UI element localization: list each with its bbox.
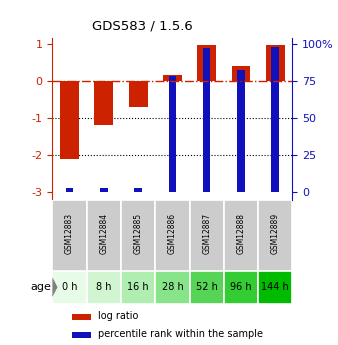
Bar bbox=[197, 46, 216, 81]
Bar bbox=[129, 81, 147, 107]
Bar bbox=[163, 75, 182, 81]
Bar bbox=[203, 48, 211, 193]
Bar bbox=[237, 70, 245, 193]
Bar bbox=[52, 200, 87, 271]
Bar bbox=[87, 271, 121, 304]
Bar bbox=[224, 200, 258, 271]
Text: GSM12889: GSM12889 bbox=[271, 213, 280, 254]
Text: GSM12885: GSM12885 bbox=[134, 213, 143, 254]
Bar bbox=[190, 271, 224, 304]
Text: age: age bbox=[31, 282, 52, 292]
Text: GSM12884: GSM12884 bbox=[99, 213, 108, 254]
Text: log ratio: log ratio bbox=[98, 311, 138, 321]
Text: GSM12888: GSM12888 bbox=[237, 213, 245, 254]
Bar bbox=[271, 47, 279, 193]
Bar bbox=[72, 332, 91, 338]
Bar bbox=[60, 81, 79, 159]
Text: 8 h: 8 h bbox=[96, 282, 112, 292]
Bar bbox=[155, 200, 190, 271]
Bar bbox=[224, 271, 258, 304]
Text: GSM12887: GSM12887 bbox=[202, 213, 211, 254]
Text: 16 h: 16 h bbox=[127, 282, 149, 292]
Text: GDS583 / 1.5.6: GDS583 / 1.5.6 bbox=[92, 19, 192, 32]
Bar bbox=[232, 66, 250, 81]
Bar bbox=[134, 188, 142, 193]
Polygon shape bbox=[52, 277, 57, 297]
Text: 96 h: 96 h bbox=[230, 282, 252, 292]
Bar bbox=[121, 271, 155, 304]
Bar bbox=[87, 200, 121, 271]
Bar bbox=[258, 200, 292, 271]
Text: 28 h: 28 h bbox=[162, 282, 183, 292]
Bar bbox=[100, 188, 107, 193]
Bar bbox=[155, 271, 190, 304]
Bar bbox=[169, 76, 176, 193]
Bar bbox=[258, 271, 292, 304]
Bar bbox=[52, 271, 87, 304]
Bar bbox=[66, 188, 73, 193]
Text: 0 h: 0 h bbox=[62, 282, 77, 292]
Bar bbox=[94, 81, 113, 126]
Text: GSM12883: GSM12883 bbox=[65, 213, 74, 254]
Text: 52 h: 52 h bbox=[196, 282, 218, 292]
Bar bbox=[121, 200, 155, 271]
Text: 144 h: 144 h bbox=[261, 282, 289, 292]
Bar bbox=[266, 46, 285, 81]
Bar bbox=[72, 314, 91, 319]
Text: GSM12886: GSM12886 bbox=[168, 213, 177, 254]
Bar bbox=[190, 200, 224, 271]
Text: percentile rank within the sample: percentile rank within the sample bbox=[98, 329, 263, 339]
